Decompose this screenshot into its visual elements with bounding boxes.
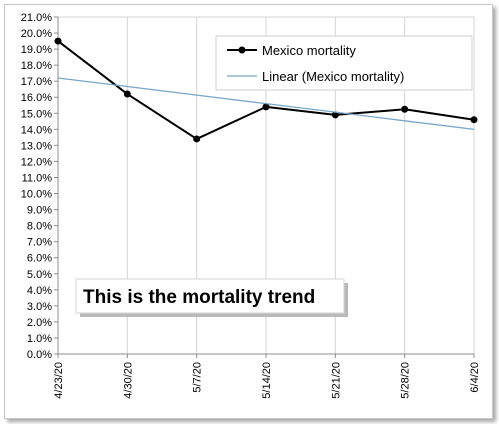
y-tick-label: 9.0% [27,205,52,217]
y-tick-label: 11.0% [22,172,53,184]
data-point-mexico-mortality [193,135,201,143]
y-tick-label: 14.0% [21,124,52,136]
y-tick-labels: 0.0% 1.0% 2.0% 3.0% 4.0% 5.0% 6.0% 7.0% 8.0% 9.0%… [21,12,52,361]
legend: Mexico mortality Linear (Mexico mortalit… [215,35,473,91]
y-tick-label: 0.0% [27,349,52,361]
x-tick-label: 5/14/20 [261,362,273,399]
y-tick-label: 2.0% [27,317,52,329]
data-point-mexico-mortality [331,111,339,119]
data-point-mexico-mortality [54,37,62,45]
legend-marker-mexico-mortality [238,46,246,54]
y-tick-label: 15.0% [21,108,52,120]
y-tick-label: 5.0% [27,269,52,281]
legend-box [215,35,473,91]
legend-label-linear-trend: Linear (Mexico mortality) [262,69,404,84]
y-tick-label: 13.0% [21,140,52,152]
series-layer [54,37,478,143]
data-point-mexico-mortality [401,105,409,113]
y-tick-label: 17.0% [21,76,52,88]
annotation-callout: This is the mortality trend [75,278,348,317]
legend-label-mexico-mortality: Mexico mortality [262,43,356,58]
annotation-text: This is the mortality trend [83,287,315,308]
y-tick-label: 4.0% [27,285,52,297]
x-tick-label: 6/4/20 [469,362,481,393]
y-tick-label: 3.0% [27,301,52,313]
y-tick-label: 8.0% [27,221,52,233]
x-tick-label: 5/28/20 [400,362,412,399]
axis-layer [54,16,475,358]
data-point-mexico-mortality [262,103,270,111]
y-tick-label: 7.0% [27,237,52,249]
y-tick-label: 19.0% [21,44,52,56]
x-tick-label: 5/21/20 [330,362,342,399]
x-tick-labels: 4/23/20 4/30/20 5/7/20 5/14/20 5/21/20 5/28/2… [53,362,481,399]
y-tick-label: 20.0% [21,28,52,40]
series-line-linear-mexico-mortality [57,77,475,130]
x-tick-label: 4/23/20 [53,362,65,399]
y-tick-label: 16.0% [21,92,52,104]
data-point-mexico-mortality [470,116,478,124]
y-tick-label: 10.0% [21,189,52,201]
x-tick-label: 5/7/20 [192,362,204,393]
y-tick-label: 21.0% [21,12,52,24]
annotation-box [75,278,345,314]
data-point-mexico-mortality [123,90,131,98]
y-tick-label: 6.0% [27,253,52,265]
x-tick-label: 4/30/20 [122,362,134,399]
y-tick-label: 12.0% [21,156,52,168]
y-tick-label: 1.0% [27,333,52,345]
y-tick-label: 18.0% [21,60,52,72]
